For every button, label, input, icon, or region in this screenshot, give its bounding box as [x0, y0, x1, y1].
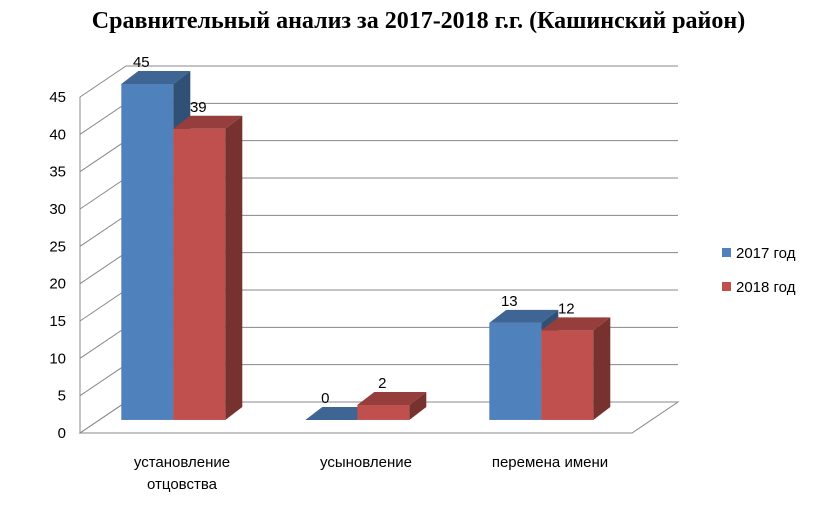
bar-top [357, 392, 427, 406]
legend-label: 2017 год [736, 245, 796, 262]
y-tick-label: 10 [49, 350, 66, 367]
y-tick-label: 15 [49, 313, 66, 330]
legend: 2017 год 2018 год [722, 245, 796, 296]
bar-top [173, 115, 243, 129]
bar-side [593, 317, 611, 420]
legend-label: 2018 год [736, 279, 796, 296]
data-label: 39 [190, 99, 207, 116]
bar-front [541, 330, 594, 420]
category-label: отцовства [147, 476, 218, 493]
bar-front [357, 405, 410, 420]
y-tick-label: 40 [49, 126, 66, 143]
bar-side [409, 392, 427, 420]
bar-top [121, 70, 191, 84]
y-axis-ticks: 0 5 10 15 20 25 30 35 40 45 [49, 89, 66, 442]
bar-side [225, 115, 243, 420]
category-label: усыновление [320, 454, 412, 471]
data-label: 12 [558, 300, 575, 317]
data-label: 2 [378, 375, 386, 392]
y-tick-label: 25 [49, 238, 66, 255]
category-label: перемена имени [492, 454, 608, 471]
chart-title: Сравнительный анализ за 2017-2018 г.г. (… [91, 8, 746, 34]
bar [173, 115, 243, 420]
bar-front [489, 322, 542, 420]
category-labels: установление отцовства усыновление перемена… [134, 454, 608, 493]
data-label: 45 [133, 54, 150, 71]
y-tick-label: 45 [49, 89, 66, 106]
bar [305, 406, 375, 420]
data-label: 0 [321, 390, 329, 407]
data-labels: 45 39 0 2 13 12 [133, 54, 575, 407]
bars [121, 70, 611, 420]
gridline [79, 65, 678, 98]
bar [541, 317, 611, 420]
data-label: 13 [501, 293, 518, 310]
category-label: установление [134, 454, 230, 471]
y-tick-label: 35 [49, 164, 66, 181]
bar-top [489, 309, 559, 323]
bar-top [541, 317, 611, 331]
y-tick-label: 30 [49, 201, 66, 218]
bar [357, 392, 427, 420]
y-tick-label: 5 [58, 388, 66, 405]
legend-swatch [722, 248, 731, 257]
bar-front [173, 128, 226, 420]
y-tick-label: 20 [49, 276, 66, 293]
y-tick-label: 0 [58, 425, 66, 442]
bar-top [305, 406, 375, 420]
legend-swatch [722, 282, 731, 291]
bar-front [121, 83, 174, 420]
